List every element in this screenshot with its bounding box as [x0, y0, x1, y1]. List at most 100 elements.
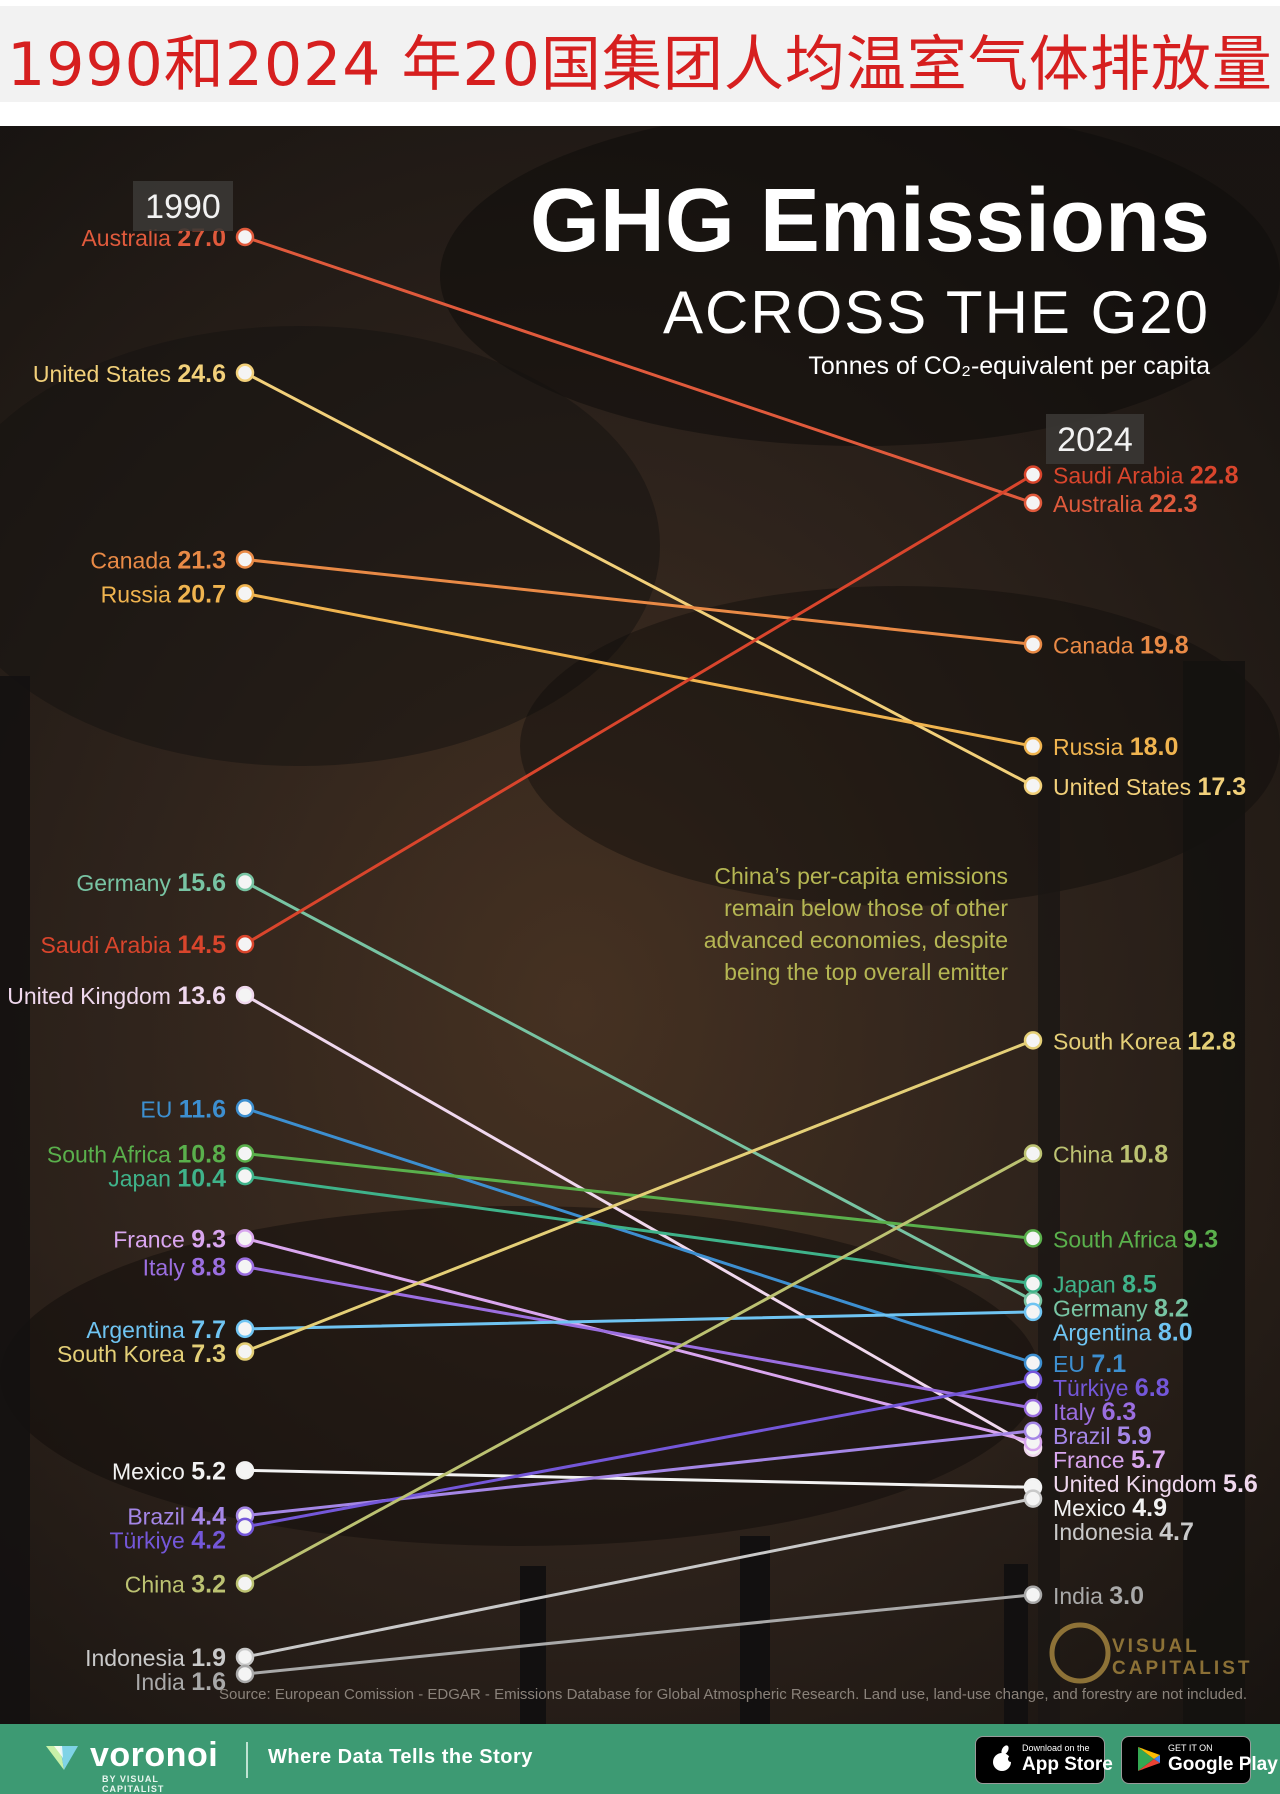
- flag-icon-italy-1990: [235, 1257, 255, 1276]
- country-name: Germany: [76, 870, 177, 896]
- watermark: VISUAL CAPITALIST: [1049, 1622, 1249, 1684]
- value-2024: 8.5: [1122, 1271, 1157, 1299]
- label-2024-russia: Russia 18.0: [1053, 733, 1178, 761]
- value-1990: 1.6: [191, 1668, 226, 1696]
- label-1990-mexico: Mexico 5.2: [112, 1457, 226, 1485]
- slope-line-united-kingdom: [243, 993, 1035, 1450]
- value-1990: 14.5: [177, 931, 226, 959]
- value-1990: 8.8: [191, 1254, 226, 1282]
- value-1990: 10.8: [177, 1141, 226, 1169]
- voronoi-logo[interactable]: voronoi BY VISUAL CAPITALIST: [40, 1734, 220, 1794]
- value-2024: 22.3: [1149, 490, 1198, 518]
- google-play-button[interactable]: GET IT ON Google Play: [1121, 1736, 1278, 1784]
- annotation-line: China’s per-capita emissions: [714, 863, 1008, 889]
- label-1990-indonesia: Indonesia 1.9: [85, 1644, 226, 1672]
- country-name: United States: [33, 361, 177, 387]
- country-name: United Kingdom: [7, 983, 177, 1009]
- label-2024-japan: Japan 8.5: [1053, 1271, 1157, 1299]
- country-name: China: [1053, 1142, 1119, 1168]
- year-label-1990: 1990: [145, 188, 221, 226]
- label-2024-mexico: Mexico 4.9: [1053, 1494, 1167, 1522]
- value-2024: 18.0: [1130, 733, 1179, 761]
- visual-capitalist-logo-icon: [1049, 1622, 1111, 1684]
- flag-icon-russia-2024: [1023, 736, 1043, 756]
- label-1990-canada: Canada 21.3: [90, 546, 226, 574]
- app-store-button[interactable]: Download on the App Store: [975, 1736, 1113, 1784]
- value-2024: 4.7: [1159, 1518, 1194, 1546]
- flag-icon-eu-1990: [235, 1099, 255, 1118]
- country-name: Russia: [101, 581, 178, 607]
- country-name: Indonesia: [85, 1645, 191, 1671]
- label-2024-saudi-arabia: Saudi Arabia 22.8: [1053, 462, 1239, 490]
- flag-icon-india-2024: [1023, 1585, 1043, 1605]
- country-name: Indonesia: [1053, 1519, 1159, 1545]
- flag-icon-china-1990: [235, 1574, 255, 1593]
- value-2024: 19.8: [1140, 631, 1189, 659]
- chart-area: Australia 27.0 United States 24.6 Canada 2…: [0, 126, 1280, 1724]
- flag-icon-united-kingdom-1990: [235, 985, 255, 1005]
- flag-icon-mexico-1990: [235, 1461, 255, 1480]
- chart-subtitle: ACROSS THE G20: [663, 279, 1210, 346]
- flag-icon-saudi-arabia-2024: [1023, 465, 1043, 484]
- footer-divider: [246, 1742, 248, 1778]
- source-note: Source: European Comission - EDGAR - Emi…: [219, 1686, 1247, 1703]
- slope-line-mexico: [243, 1468, 1035, 1489]
- country-name: South Korea: [57, 1341, 191, 1367]
- country-name: India: [1053, 1583, 1109, 1609]
- annotation-line: advanced economies, despite: [704, 927, 1008, 953]
- flag-icon-india-1990: [235, 1664, 255, 1684]
- app-store-label: App Store: [1022, 1754, 1113, 1775]
- value-1990: 15.6: [177, 869, 226, 897]
- markers-1990: [235, 227, 255, 1684]
- value-1990: 11.6: [179, 1095, 226, 1123]
- country-name: Brazil: [1053, 1423, 1117, 1449]
- country-name: Mexico: [1053, 1495, 1132, 1521]
- markers-2024: [1023, 465, 1043, 1605]
- title-bar: 1990和2024 年20国集团人均温室气体排放量: [0, 0, 1280, 125]
- label-2024-indonesia: Indonesia 4.7: [1053, 1518, 1194, 1546]
- country-name: Türkiye: [109, 1528, 191, 1554]
- value-1990: 7.3: [191, 1340, 226, 1368]
- slope-line-india: [243, 1593, 1035, 1676]
- country-name: South Korea: [1053, 1028, 1187, 1054]
- value-2024: 5.9: [1117, 1422, 1152, 1450]
- country-name: Saudi Arabia: [41, 932, 178, 958]
- country-name: Türkiye: [1053, 1375, 1135, 1401]
- label-1990-germany: Germany 15.6: [76, 869, 226, 897]
- country-name: Argentina: [1053, 1320, 1158, 1346]
- flag-icon-united-states-2024: [1023, 776, 1043, 796]
- flag-icon-argentina-1990: [235, 1319, 255, 1339]
- country-name: Australia: [1053, 491, 1149, 517]
- country-name: Argentina: [86, 1317, 191, 1343]
- value-2024: 8.0: [1158, 1319, 1193, 1347]
- label-1990-south-africa: South Africa 10.8: [47, 1141, 226, 1169]
- flag-icon-united-states-1990: [235, 363, 255, 383]
- label-2024-germany: Germany 8.2: [1053, 1295, 1189, 1323]
- flag-icon-argentina-2024: [1023, 1302, 1043, 1322]
- google-play-icon: [1138, 1747, 1160, 1771]
- brand-name: voronoi: [90, 1736, 219, 1774]
- country-name: France: [1053, 1447, 1131, 1473]
- flag-icon-eu-2024: [1023, 1353, 1043, 1373]
- flag-icon-russia-1990: [235, 584, 255, 603]
- country-name: Italy: [143, 1255, 192, 1281]
- label-2024-united-states: United States 17.3: [1053, 773, 1246, 801]
- label-1990-japan: Japan 10.4: [108, 1165, 226, 1193]
- app-store-small: Download on the: [1022, 1743, 1090, 1753]
- value-2024: 10.8: [1119, 1141, 1168, 1169]
- value-2024: 4.9: [1132, 1494, 1167, 1522]
- flag-icon-canada-1990: [235, 550, 255, 569]
- flag-icon-brazil-2024: [1023, 1421, 1043, 1440]
- year-label-2024: 2024: [1057, 421, 1133, 459]
- label-1990-china: China 3.2: [125, 1570, 226, 1598]
- value-1990: 5.2: [191, 1457, 226, 1485]
- flag-icon-japan-2024: [1023, 1274, 1043, 1293]
- label-1990-france: France 9.3: [113, 1225, 226, 1253]
- flag-icon-south-korea-1990: [235, 1342, 255, 1361]
- slope-lines: [243, 235, 1035, 1676]
- slope-line-indonesia: [243, 1497, 1035, 1659]
- annotation: China’s per-capita emissions remain belo…: [704, 863, 1009, 985]
- flag-icon-south-africa-1990: [235, 1144, 255, 1163]
- slope-line-t-rkiye: [243, 1378, 1035, 1529]
